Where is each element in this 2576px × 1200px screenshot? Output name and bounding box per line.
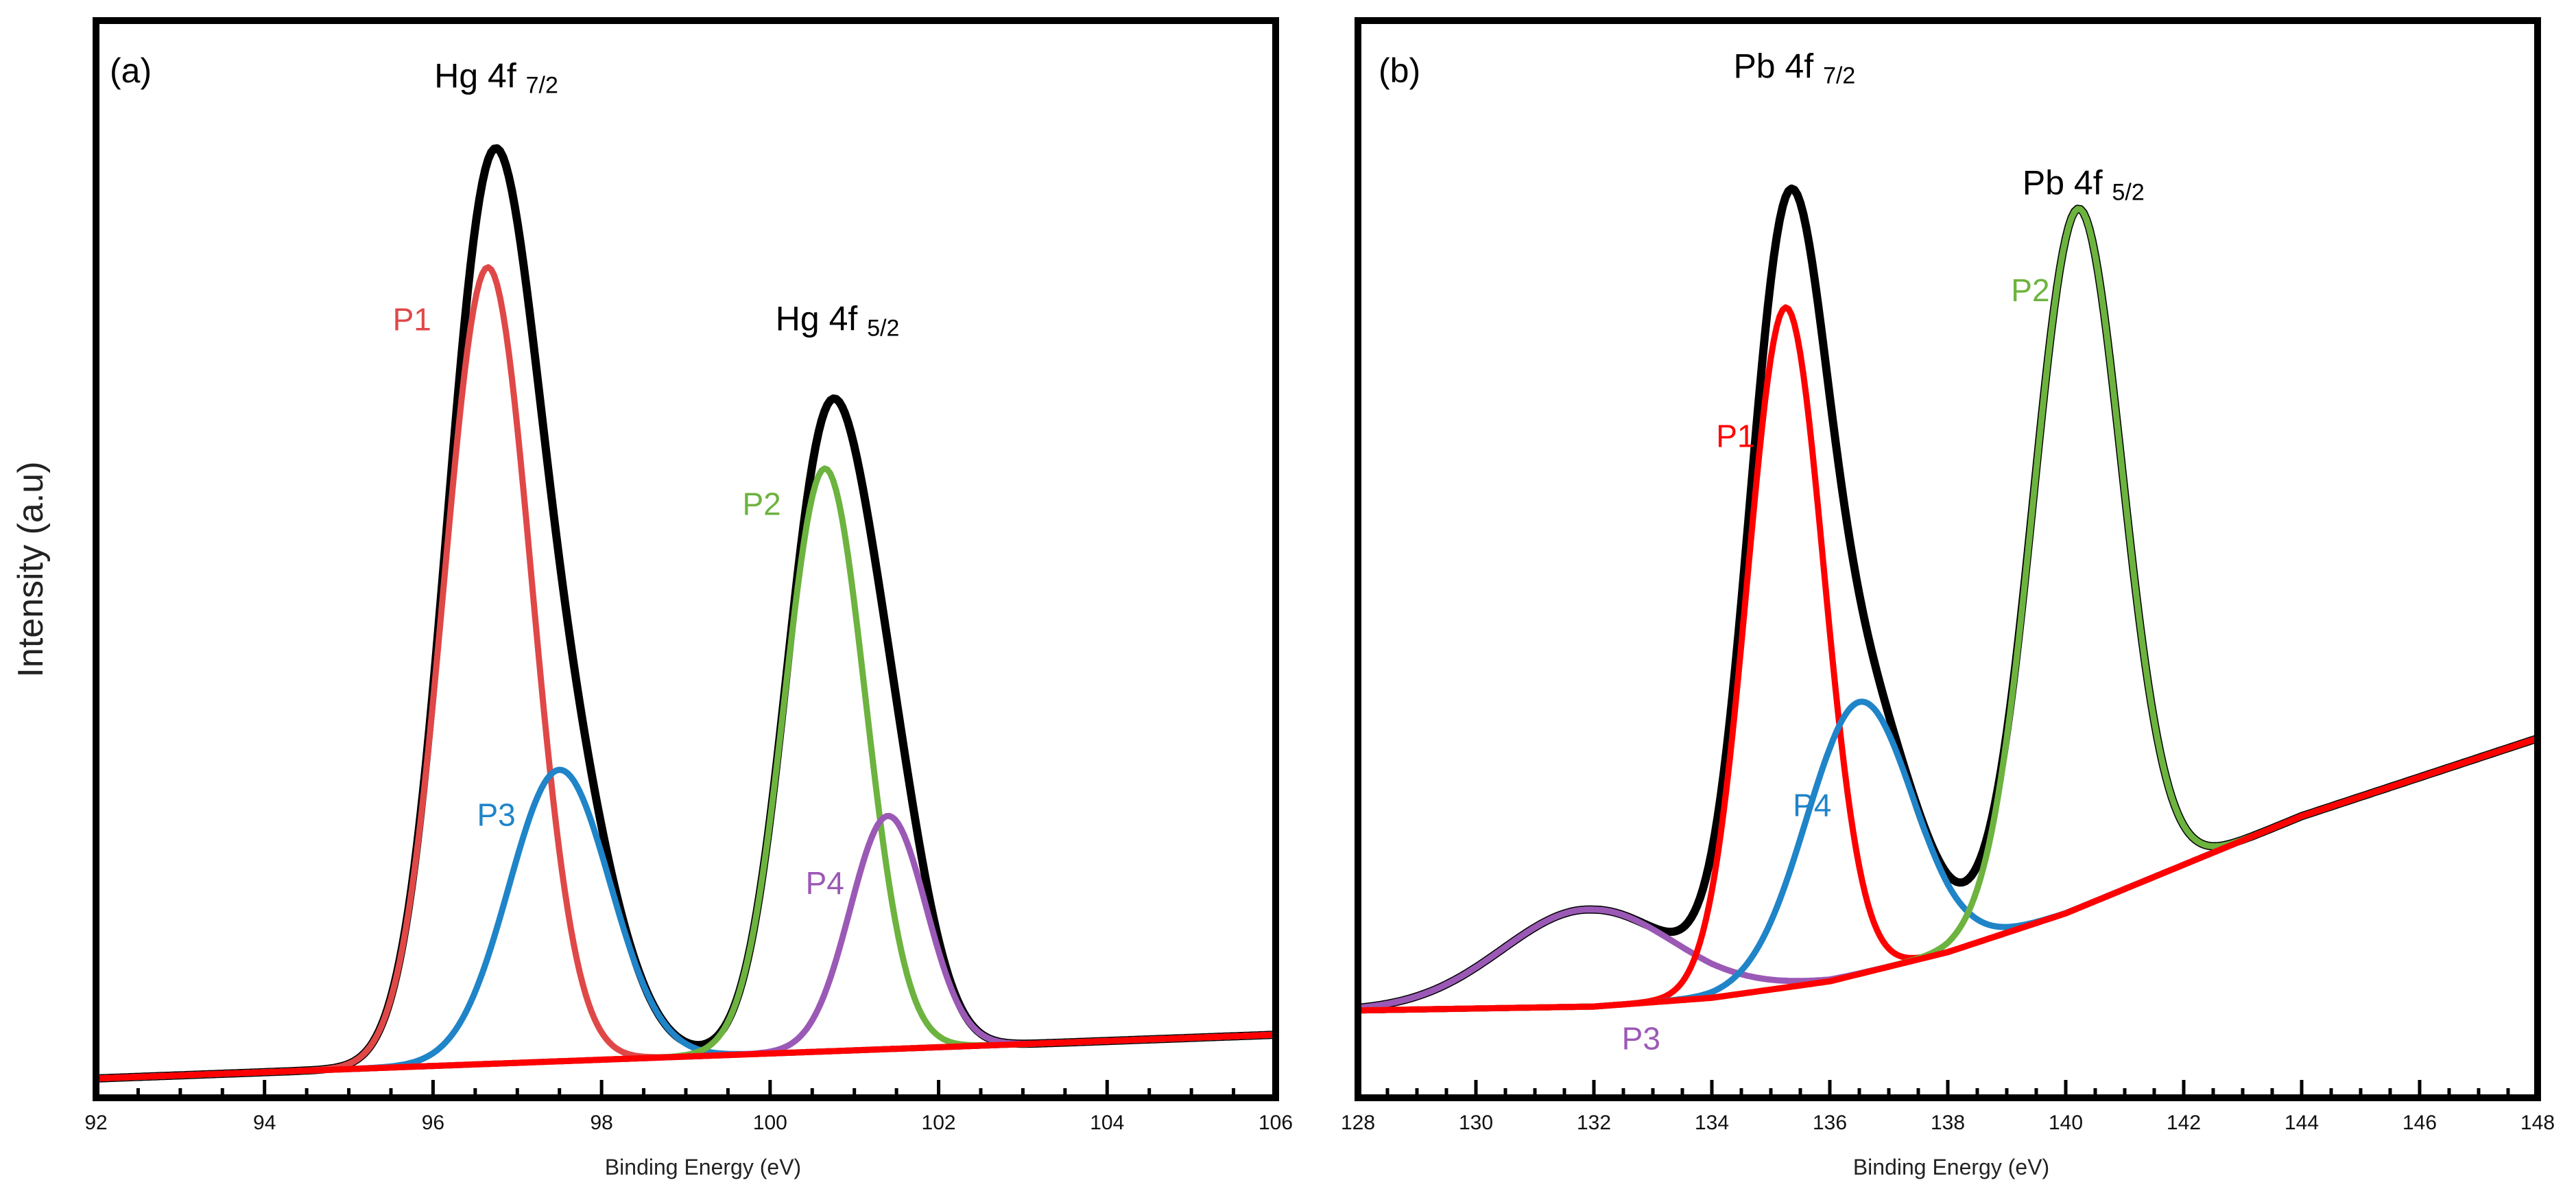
component-label-p3: P3 — [477, 797, 515, 833]
x-tick-label: 142 — [2167, 1111, 2201, 1134]
background-line — [1358, 735, 2538, 1014]
x-tick-label: 138 — [1931, 1111, 1965, 1134]
x-tick-label: 130 — [1459, 1111, 1493, 1134]
plot-area — [1358, 184, 2538, 1014]
x-tick-label: 132 — [1577, 1111, 1611, 1134]
x-tick-label: 94 — [253, 1111, 276, 1134]
x-tick-label: 136 — [1813, 1111, 1847, 1134]
peak-annotation: Hg 4f 5/2 — [776, 300, 900, 342]
peak-annotation: Hg 4f 7/2 — [434, 57, 558, 99]
component-label-p4: P4 — [806, 865, 844, 901]
plot-frame — [1355, 17, 2541, 1101]
peak-annotation: Pb 4f 5/2 — [2023, 163, 2145, 205]
background-line — [96, 1031, 1276, 1082]
x-tick-label: 128 — [1341, 1111, 1375, 1134]
component-line-p1 — [96, 264, 1276, 1082]
x-tick-label: 140 — [2049, 1111, 2083, 1134]
component-line-p2 — [96, 465, 1276, 1082]
x-tick-label: 100 — [753, 1111, 787, 1134]
x-tick-label: 98 — [590, 1111, 612, 1134]
panel-a-label: (a) — [110, 51, 152, 90]
component-label-p4: P4 — [1793, 788, 1831, 823]
x-tick-label: 134 — [1695, 1111, 1729, 1134]
component-line-p3 — [96, 766, 1276, 1082]
x-tick-label: 92 — [84, 1111, 107, 1134]
peak-annotation: Pb 4f 7/2 — [1733, 47, 1855, 89]
panel-b: (b) Pb 4f 7/2 Pb 4f 5/2 Binding Energy (e… — [1341, 17, 2555, 1179]
plot-area — [96, 144, 1276, 1083]
component-label-p1: P1 — [1716, 418, 1754, 454]
component-line-p4 — [1358, 698, 2538, 1014]
y-axis-title: Intensity (a.u) — [11, 461, 51, 677]
plot-frame — [93, 17, 1279, 1101]
x-tick-label: 106 — [1259, 1111, 1293, 1134]
component-label-p2: P2 — [742, 486, 780, 522]
panel-b-peak-annotations: Pb 4f 7/2 Pb 4f 5/2 — [1733, 47, 2144, 205]
x-tick-label: 102 — [922, 1111, 956, 1134]
panel-a-x-axis-title: Binding Energy (eV) — [605, 1155, 801, 1179]
x-tick-label: 104 — [1090, 1111, 1124, 1134]
envelope-line — [96, 144, 1276, 1083]
panel-b-x-axis-title: Binding Energy (eV) — [1853, 1155, 2049, 1179]
component-label-p1: P1 — [393, 302, 431, 338]
panel-a-peak-annotations: Hg 4f 7/2 Hg 4f 5/2 — [434, 57, 899, 342]
x-tick-label: 144 — [2285, 1111, 2319, 1134]
component-line-p1 — [1358, 304, 2538, 1014]
panel-b-label: (b) — [1379, 51, 1420, 90]
x-tick-label: 148 — [2520, 1111, 2555, 1134]
component-label-p3: P3 — [1622, 1020, 1660, 1056]
x-tick-label: 146 — [2402, 1111, 2437, 1134]
component-label-p2: P2 — [2011, 272, 2049, 308]
x-tick-label: 96 — [422, 1111, 444, 1134]
panel-a: (a) Hg 4f 7/2 Hg 4f 5/2 Binding Energy (e… — [84, 17, 1293, 1179]
